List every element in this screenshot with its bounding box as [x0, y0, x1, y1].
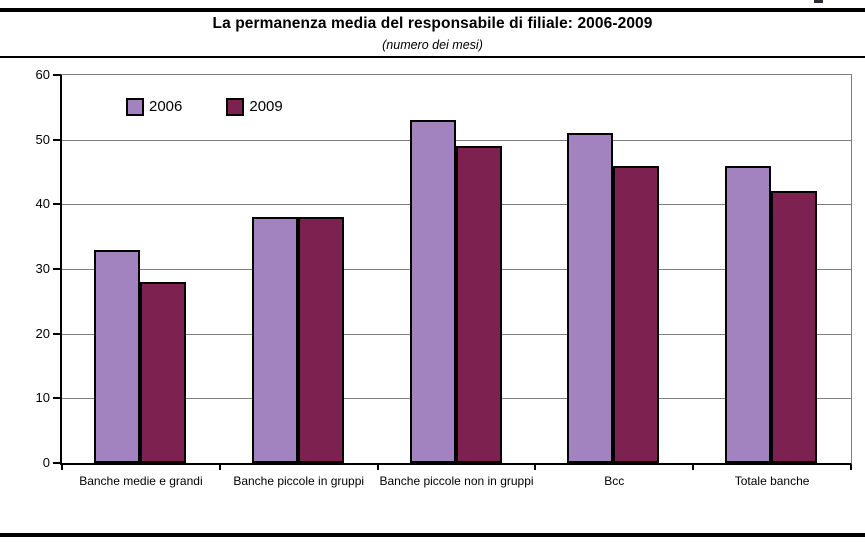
y-tick-label: 0 — [42, 455, 50, 470]
y-tick — [53, 203, 60, 206]
legend-item: 2009 — [226, 98, 283, 116]
legend-label: 2009 — [249, 98, 283, 115]
page-edge-artifact — [814, 0, 823, 3]
bottom-rule — [0, 533, 865, 537]
bar-2009 — [613, 165, 660, 463]
header-divider — [0, 56, 865, 58]
top-rule — [0, 8, 865, 12]
x-category-label: Banche medie e grandi — [79, 474, 203, 488]
y-tick-label: 40 — [35, 196, 50, 212]
y-tick — [53, 74, 60, 76]
bar-2006 — [251, 217, 298, 463]
chart-subtitle: (numero dei mesi) — [382, 38, 483, 52]
y-tick — [53, 138, 60, 141]
bar-2009 — [139, 281, 186, 463]
bar-2006 — [567, 133, 614, 463]
bar-2009 — [455, 146, 502, 463]
bar-2006 — [725, 165, 772, 463]
plot-area — [60, 74, 852, 465]
legend: 2006 2009 — [126, 98, 283, 116]
x-category-label: Bcc — [604, 474, 625, 488]
y-tick-label: 60 — [35, 67, 50, 82]
x-category-label: Banche piccole non in gruppi — [379, 474, 534, 488]
legend-swatch-2009 — [226, 98, 245, 116]
legend-label: 2006 — [149, 98, 183, 115]
y-tick-label: 10 — [35, 390, 50, 406]
x-tick — [218, 465, 221, 470]
x-tick — [850, 465, 852, 470]
y-tick-label: 50 — [35, 131, 50, 147]
y-tick-label: 30 — [35, 261, 50, 276]
x-tick — [376, 465, 379, 470]
x-tick — [61, 465, 63, 470]
x-category-label: Banche piccole in gruppi — [233, 474, 365, 488]
bar-2006 — [93, 249, 140, 463]
y-tick — [53, 268, 60, 270]
legend-swatch-2006 — [126, 98, 144, 116]
x-category-label: Totale banche — [734, 474, 810, 488]
bar-2006 — [409, 120, 456, 463]
y-tick — [53, 462, 60, 464]
y-tick-label: 20 — [35, 325, 50, 341]
gridline — [62, 139, 851, 141]
y-tick — [53, 397, 60, 400]
bar-2009 — [771, 191, 818, 463]
bar-2009 — [297, 217, 344, 463]
x-tick — [692, 465, 695, 470]
x-tick — [534, 465, 537, 470]
y-tick — [53, 332, 60, 335]
legend-item: 2006 — [126, 98, 182, 116]
chart-title: La permanenza media del responsabile di … — [212, 15, 653, 32]
